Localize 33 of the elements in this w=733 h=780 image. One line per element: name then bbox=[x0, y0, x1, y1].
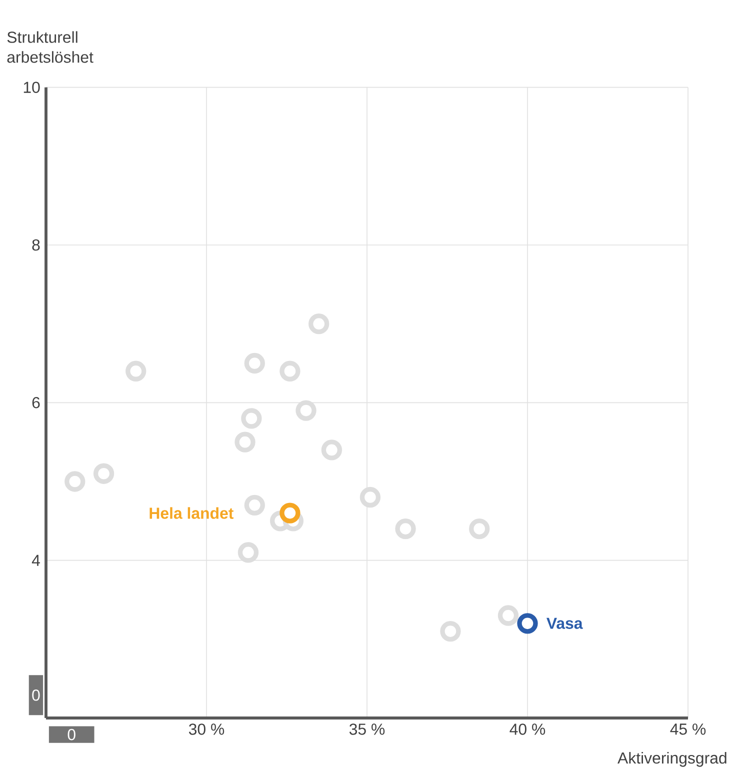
point bbox=[517, 613, 538, 634]
point bbox=[322, 440, 342, 460]
x-tick-label: 45 % bbox=[670, 724, 706, 735]
point bbox=[280, 360, 300, 382]
point bbox=[238, 542, 259, 563]
point bbox=[395, 518, 416, 540]
series-label: Vasa bbox=[546, 618, 584, 629]
text: 0 bbox=[32, 690, 40, 701]
y-axis-title: Strukturell arbetslöshet bbox=[7, 31, 94, 63]
point bbox=[234, 432, 256, 452]
point bbox=[244, 352, 266, 374]
point bbox=[498, 605, 519, 626]
point bbox=[360, 486, 381, 508]
x-tick-label: 30 % bbox=[189, 724, 224, 735]
point bbox=[308, 314, 330, 334]
point bbox=[64, 471, 86, 492]
x-tick-label: 40 % bbox=[510, 724, 546, 735]
point bbox=[94, 463, 114, 484]
x-axis-title: Aktiveringsgrad bbox=[618, 752, 726, 767]
y-tick-label: 8 bbox=[32, 239, 40, 251]
text: Hela landet bbox=[150, 507, 234, 519]
y-tick-label: 6 bbox=[32, 397, 40, 408]
point bbox=[241, 408, 262, 429]
x-tick-label: 35 % bbox=[350, 724, 385, 735]
point bbox=[280, 502, 300, 524]
point bbox=[244, 494, 266, 516]
point bbox=[126, 360, 146, 382]
point bbox=[296, 400, 316, 421]
point bbox=[440, 620, 461, 642]
y-tick-label: 10 bbox=[24, 82, 40, 93]
y-tick-label: 4 bbox=[32, 554, 40, 566]
point bbox=[469, 518, 490, 540]
text: 0 bbox=[68, 728, 76, 740]
